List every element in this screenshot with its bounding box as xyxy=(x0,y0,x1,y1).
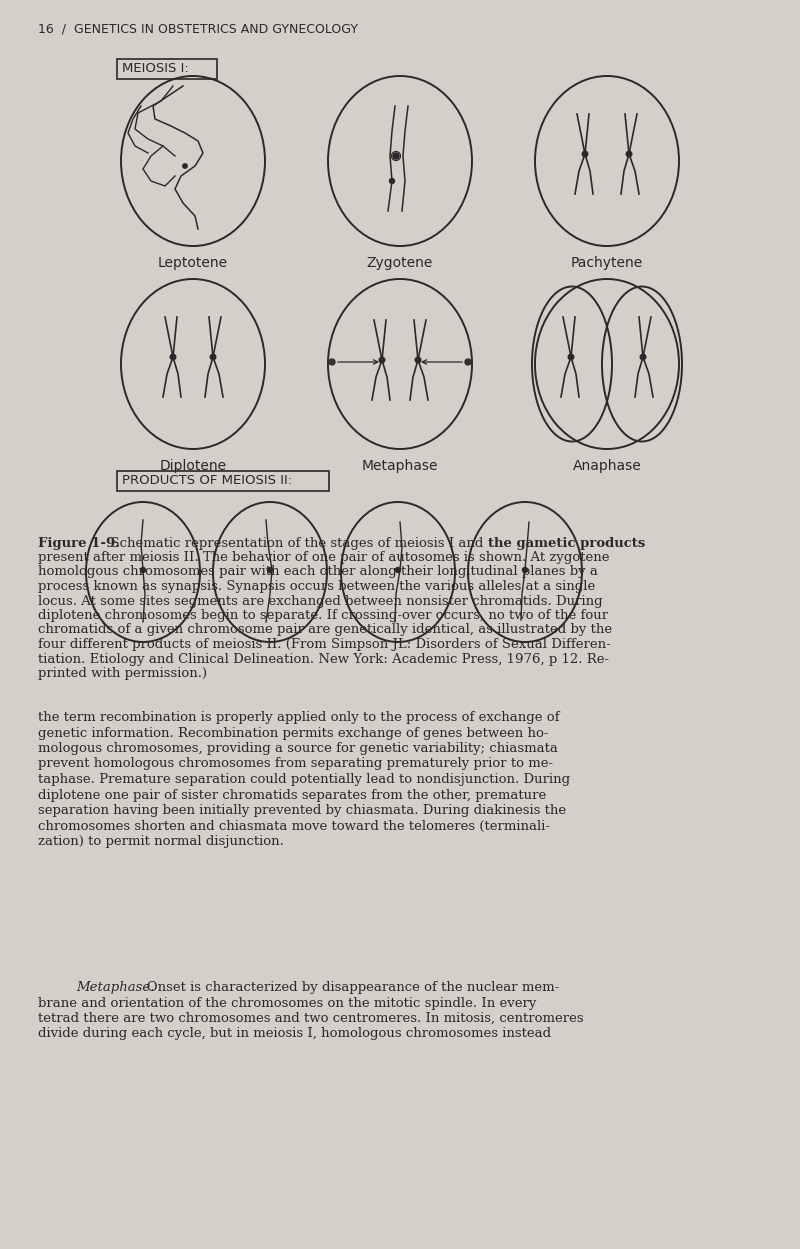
Circle shape xyxy=(329,358,335,365)
Text: the gametic products: the gametic products xyxy=(488,537,646,550)
Circle shape xyxy=(582,151,588,157)
Circle shape xyxy=(395,567,401,572)
Text: four different products of meiosis II. (From Simpson JL: Disorders of Sexual Dif: four different products of meiosis II. (… xyxy=(38,638,610,651)
Text: brane and orientation of the chromosomes on the mitotic spindle. In every: brane and orientation of the chromosomes… xyxy=(38,997,536,1009)
Text: taphase. Premature separation could potentially lead to nondisjunction. During: taphase. Premature separation could pote… xyxy=(38,773,570,786)
Text: prevent homologous chromosomes from separating prematurely prior to me-: prevent homologous chromosomes from sepa… xyxy=(38,757,553,771)
Text: Metaphase.: Metaphase. xyxy=(76,980,154,994)
Text: Leptotene: Leptotene xyxy=(158,256,228,270)
Text: divide during each cycle, but in meiosis I, homologous chromosomes instead: divide during each cycle, but in meiosis… xyxy=(38,1028,551,1040)
Text: zation) to permit normal disjunction.: zation) to permit normal disjunction. xyxy=(38,836,284,848)
Text: present after meiosis II. The behavior of one pair of autosomes is shown. At zyg: present after meiosis II. The behavior o… xyxy=(38,551,610,565)
Circle shape xyxy=(640,355,646,360)
Text: PRODUCTS OF MEIOSIS II:: PRODUCTS OF MEIOSIS II: xyxy=(122,475,292,487)
Text: diplotene one pair of sister chromatids separates from the other, premature: diplotene one pair of sister chromatids … xyxy=(38,788,546,802)
Circle shape xyxy=(182,164,187,169)
Text: locus. At some sites segments are exchanged between nonsister chromatids. During: locus. At some sites segments are exchan… xyxy=(38,595,602,607)
Text: mologous chromosomes, providing a source for genetic variability; chiasmata: mologous chromosomes, providing a source… xyxy=(38,742,558,754)
Text: the term recombination is properly applied only to the process of exchange of: the term recombination is properly appli… xyxy=(38,711,559,724)
Text: tetrad there are two chromosomes and two centromeres. In mitosis, centromeres: tetrad there are two chromosomes and two… xyxy=(38,1012,584,1025)
Circle shape xyxy=(415,357,421,362)
Text: chromatids of a given chromosome pair are genetically identical, as illustrated : chromatids of a given chromosome pair ar… xyxy=(38,623,612,637)
Circle shape xyxy=(267,567,273,572)
Text: chromosomes shorten and chiasmata move toward the telomeres (terminali-: chromosomes shorten and chiasmata move t… xyxy=(38,819,550,833)
Text: Figure 1-9.: Figure 1-9. xyxy=(38,537,120,550)
Text: Metaphase: Metaphase xyxy=(362,458,438,473)
Circle shape xyxy=(568,355,574,360)
Text: diplotene chromosomes begin to separate. If crossing-over occurs, no two of the : diplotene chromosomes begin to separate.… xyxy=(38,610,608,622)
Circle shape xyxy=(390,179,394,184)
Text: separation having been initially prevented by chiasmata. During diakinesis the: separation having been initially prevent… xyxy=(38,804,566,817)
Text: Onset is characterized by disappearance of the nuclear mem-: Onset is characterized by disappearance … xyxy=(134,980,559,994)
Text: genetic information. Recombination permits exchange of genes between ho-: genetic information. Recombination permi… xyxy=(38,727,549,739)
Circle shape xyxy=(626,151,632,157)
Text: MEIOSIS I:: MEIOSIS I: xyxy=(122,62,189,75)
Circle shape xyxy=(210,355,216,360)
Text: printed with permission.): printed with permission.) xyxy=(38,667,207,679)
Text: homologous chromosomes pair with each other along their longitudinal planes by a: homologous chromosomes pair with each ot… xyxy=(38,566,598,578)
Text: Schematic representation of the stages of meiosis I and: Schematic representation of the stages o… xyxy=(102,537,488,550)
Text: Pachytene: Pachytene xyxy=(571,256,643,270)
Circle shape xyxy=(465,358,471,365)
Text: tiation. Etiology and Clinical Delineation. New York: Academic Press, 1976, p 12: tiation. Etiology and Clinical Delineati… xyxy=(38,652,609,666)
Bar xyxy=(117,59,217,79)
Circle shape xyxy=(393,152,399,159)
Bar xyxy=(117,471,329,491)
Circle shape xyxy=(522,567,527,572)
Text: Zygotene: Zygotene xyxy=(367,256,433,270)
Circle shape xyxy=(170,355,176,360)
Circle shape xyxy=(379,357,385,362)
Text: 16  /  GENETICS IN OBSTETRICS AND GYNECOLOGY: 16 / GENETICS IN OBSTETRICS AND GYNECOLO… xyxy=(38,22,358,35)
Circle shape xyxy=(141,567,146,572)
Text: Anaphase: Anaphase xyxy=(573,458,642,473)
Text: process known as synapsis. Synapsis occurs between the various alleles at a sing: process known as synapsis. Synapsis occu… xyxy=(38,580,595,593)
Text: Diplotene: Diplotene xyxy=(159,458,226,473)
